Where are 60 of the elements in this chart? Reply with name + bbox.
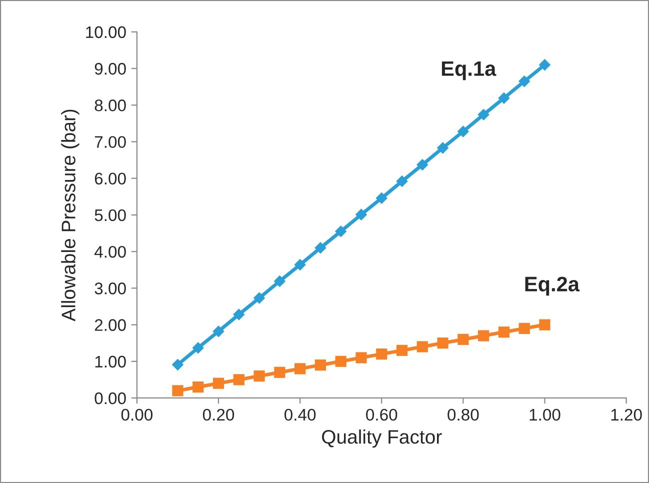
- point: [212, 378, 224, 389]
- point: [518, 75, 530, 88]
- x-tick-label: 0.80: [448, 408, 479, 421]
- point: [172, 358, 184, 371]
- point: [376, 348, 388, 360]
- y-tick-label: 4.00: [94, 246, 126, 258]
- point: [274, 275, 286, 288]
- point: [376, 192, 388, 204]
- y-tick-label: 6.00: [94, 172, 126, 185]
- x-tick-label: 1.20: [611, 408, 642, 421]
- x-tick-label: 0.00: [121, 408, 153, 421]
- point: [192, 342, 204, 354]
- x-tick-label: 0.20: [202, 408, 234, 421]
- point: [416, 341, 428, 352]
- point: [192, 381, 204, 393]
- point: [538, 58, 551, 71]
- series-label: Eq.2a: [525, 276, 580, 296]
- point: [478, 330, 490, 342]
- x-tick-label: 0.40: [284, 408, 316, 421]
- point: [356, 352, 367, 364]
- point: [233, 374, 244, 386]
- y-tick-label: 7.00: [94, 136, 126, 148]
- point: [355, 208, 368, 220]
- y-tick-label: 0.00: [94, 392, 126, 404]
- point: [396, 175, 408, 188]
- point: [478, 108, 490, 121]
- point: [254, 370, 265, 382]
- point: [518, 322, 530, 334]
- y-tick-label: 8.00: [94, 100, 126, 112]
- point: [436, 142, 449, 154]
- point: [253, 292, 266, 304]
- y-tick-label: 9.00: [94, 62, 126, 75]
- point: [458, 334, 469, 345]
- point: [498, 326, 510, 338]
- point: [416, 158, 428, 171]
- point: [396, 344, 408, 356]
- x-axis-title: Quality Factor: [322, 430, 442, 448]
- point: [539, 319, 550, 330]
- point: [335, 356, 346, 367]
- y-tick-label: 5.00: [94, 209, 126, 222]
- point: [457, 126, 470, 138]
- point: [334, 226, 347, 238]
- point: [212, 325, 224, 338]
- point: [274, 366, 286, 378]
- point: [437, 338, 448, 349]
- y-tick-label: 3.00: [94, 282, 126, 294]
- point: [294, 363, 306, 374]
- series-label: Eq.1a: [442, 61, 496, 80]
- y-tick-label: 10.00: [86, 26, 126, 38]
- point: [314, 242, 326, 254]
- x-tick-label: 1.00: [530, 408, 560, 421]
- point: [498, 92, 510, 104]
- y-axis-title: Allowable Pressure (bar): [61, 110, 80, 322]
- point: [314, 359, 326, 371]
- y-tick-label: 2.00: [94, 319, 126, 331]
- point: [232, 308, 245, 320]
- point: [294, 258, 306, 271]
- y-tick-label: 1.00: [95, 356, 126, 368]
- point: [172, 385, 184, 396]
- x-tick-label: 0.60: [366, 408, 398, 421]
